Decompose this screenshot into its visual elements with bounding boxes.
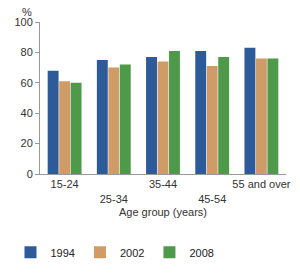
- svg-text:15-24: 15-24: [51, 178, 79, 190]
- svg-text:1994: 1994: [50, 247, 74, 259]
- svg-text:45-54: 45-54: [198, 193, 226, 205]
- svg-text:20: 20: [21, 137, 33, 149]
- svg-text:2002: 2002: [120, 247, 144, 259]
- svg-text:0: 0: [27, 168, 33, 180]
- svg-text:55 and over: 55 and over: [232, 178, 290, 190]
- svg-text:100: 100: [14, 16, 32, 28]
- svg-text:40: 40: [21, 107, 33, 119]
- svg-text:35-44: 35-44: [149, 178, 177, 190]
- svg-text:25-34: 25-34: [100, 193, 128, 205]
- svg-text:%: %: [22, 6, 32, 18]
- svg-text:60: 60: [21, 77, 33, 89]
- svg-text:80: 80: [21, 46, 33, 58]
- svg-text:Age group (years): Age group (years): [119, 206, 207, 218]
- svg-text:2008: 2008: [189, 247, 213, 259]
